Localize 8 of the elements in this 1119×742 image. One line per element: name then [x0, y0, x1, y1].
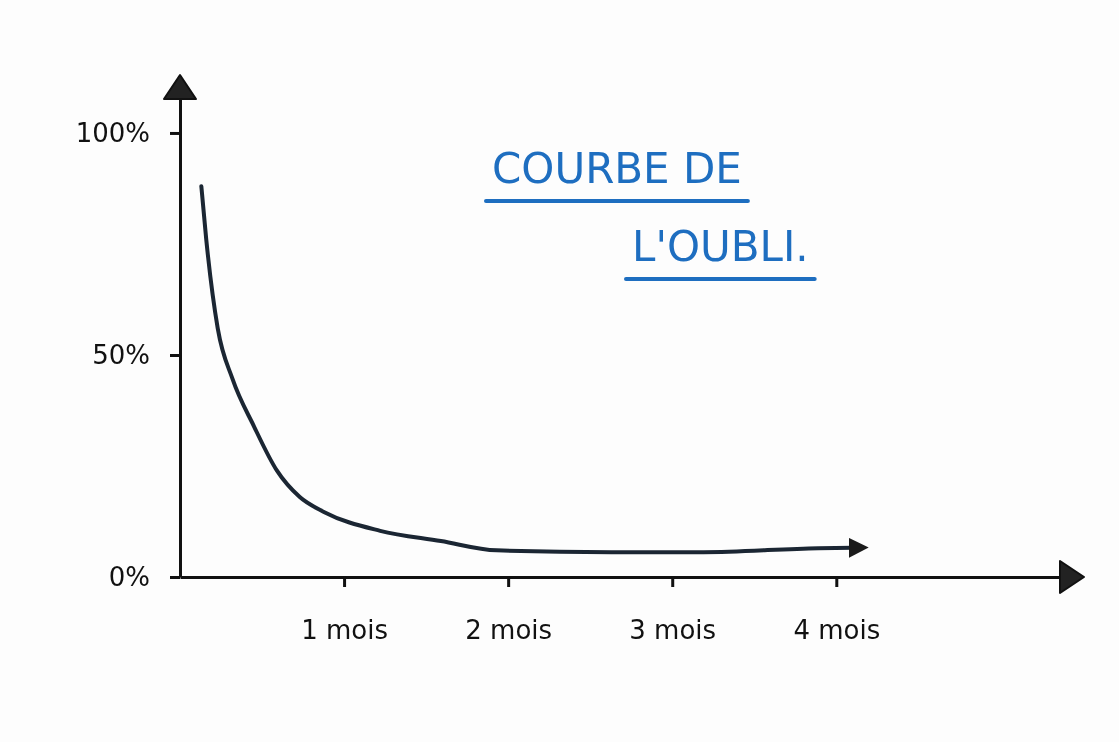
text: COURBE DE L'OUBLI.	[492, 144, 809, 271]
y-tick-label: 0%	[108, 561, 150, 592]
x-tick-label: 2 mois	[465, 615, 553, 646]
x-tick-label: 3 mois	[629, 615, 717, 646]
y-tick-label: 100%	[75, 117, 150, 148]
y-tick-label: 50%	[92, 339, 150, 370]
x-tick-label: 1 mois	[301, 615, 388, 646]
x-tick-label: 4 mois	[793, 615, 881, 646]
